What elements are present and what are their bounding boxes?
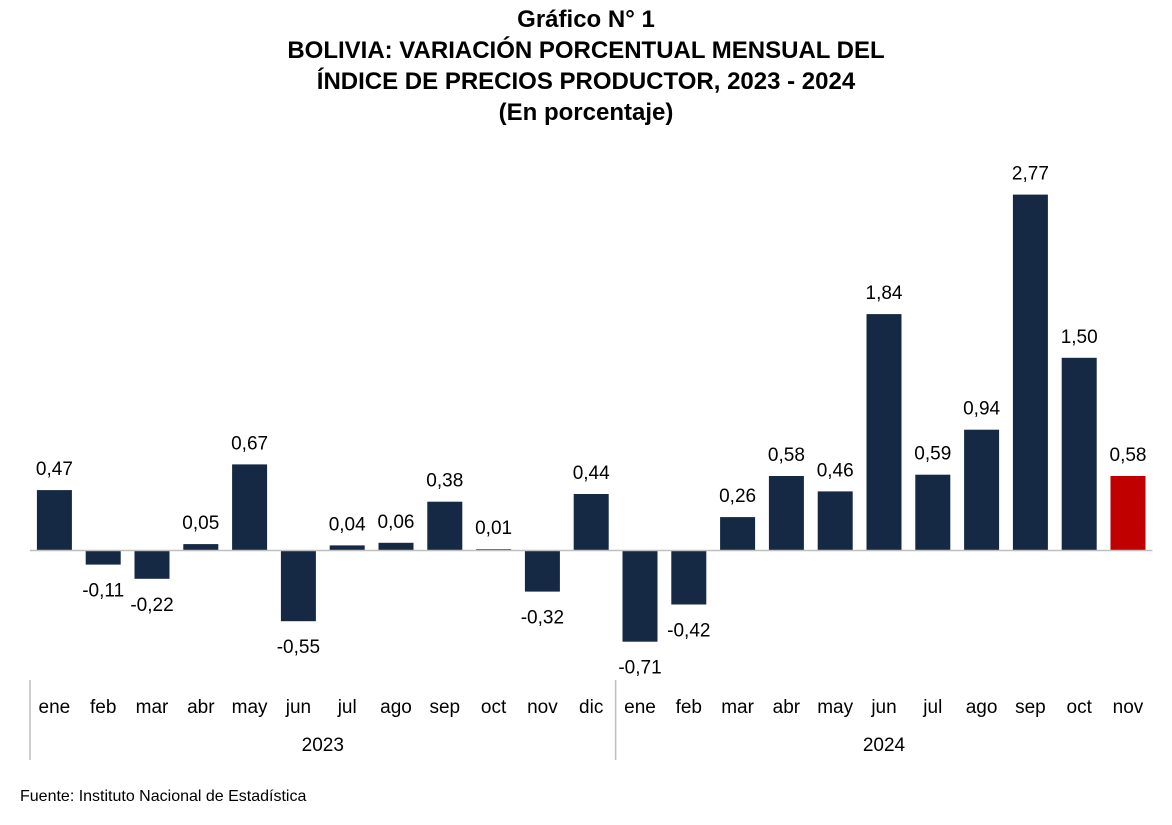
data-label-18: 1,84: [866, 283, 903, 304]
bar-9: [427, 501, 463, 551]
chart-number: Gráfico N° 1: [517, 6, 655, 33]
bar-19: [915, 474, 951, 551]
category-label-15: mar: [721, 697, 754, 718]
bar-15: [720, 517, 756, 551]
category-label-21: sep: [1015, 697, 1046, 718]
bar-13: [622, 550, 658, 642]
category-label-11: nov: [527, 697, 558, 718]
data-label-6: -0,55: [277, 637, 320, 658]
data-label-12: 0,44: [573, 463, 610, 484]
bar-6: [280, 550, 316, 622]
chart-title-line-2: ÍNDICE DE PRECIOS PRODUCTOR, 2023 - 2024: [316, 68, 856, 95]
category-label-9: sep: [429, 697, 460, 718]
year-label-2023: 2023: [302, 735, 344, 756]
data-label-8: 0,06: [378, 512, 415, 533]
bar-17: [817, 491, 853, 551]
category-label-2: feb: [90, 697, 116, 718]
category-label-13: ene: [624, 697, 656, 718]
category-label-14: feb: [676, 697, 702, 718]
bar-20: [964, 429, 1000, 551]
data-label-17: 0,46: [817, 460, 854, 481]
data-label-16: 0,58: [768, 445, 805, 466]
data-label-7: 0,04: [329, 514, 366, 535]
category-label-20: ago: [966, 697, 998, 718]
category-label-17: may: [817, 697, 853, 718]
chart-subtitle: (En porcentaje): [498, 99, 674, 126]
bar-1: [36, 490, 72, 551]
category-label-8: ago: [380, 697, 412, 718]
category-label-16: abr: [773, 697, 801, 718]
bar-12: [573, 494, 609, 551]
category-label-19: jul: [922, 697, 942, 718]
bar-8: [378, 542, 414, 551]
data-label-21: 2,77: [1012, 164, 1049, 185]
bar-23: [1110, 476, 1146, 551]
category-label-6: jun: [285, 697, 311, 718]
data-label-20: 0,94: [963, 399, 1000, 420]
source-note: Fuente: Instituto Nacional de Estadístic…: [20, 788, 307, 805]
bar-18: [866, 314, 902, 551]
data-label-15: 0,26: [719, 486, 756, 507]
category-label-23: nov: [1113, 697, 1144, 718]
bar-22: [1061, 357, 1097, 551]
chart-title-line-1: BOLIVIA: VARIACIÓN PORCENTUAL MENSUAL DE…: [287, 37, 885, 64]
category-label-18: jun: [870, 697, 896, 718]
category-label-7: jul: [337, 697, 357, 718]
category-label-22: oct: [1067, 697, 1093, 718]
data-label-10: 0,01: [475, 518, 512, 539]
category-label-4: abr: [187, 697, 215, 718]
category-label-5: may: [232, 697, 268, 718]
category-label-12: dic: [579, 697, 603, 718]
category-label-10: oct: [481, 697, 507, 718]
bar-5: [232, 464, 268, 551]
data-label-19: 0,59: [914, 444, 951, 465]
data-label-2: -0,11: [82, 581, 124, 602]
bar-11: [524, 550, 560, 592]
data-label-9: 0,38: [426, 471, 463, 492]
data-label-23: 0,58: [1110, 445, 1147, 466]
chart-header: Gráfico N° 1 BOLIVIA: VARIACIÓN PORCENTU…: [0, 4, 1172, 128]
bar-21: [1012, 194, 1048, 551]
bar-16: [768, 476, 804, 551]
bar-3: [134, 550, 170, 579]
data-label-14: -0,42: [667, 621, 710, 642]
year-label-2024: 2024: [863, 735, 906, 756]
data-label-3: -0,22: [130, 595, 173, 616]
bar-14: [671, 550, 707, 605]
category-label-1: ene: [39, 697, 71, 718]
data-label-4: 0,05: [182, 513, 219, 534]
data-label-22: 1,50: [1061, 327, 1098, 348]
data-label-11: -0,32: [521, 608, 564, 629]
bar-7: [329, 545, 365, 551]
data-label-1: 0,47: [36, 459, 73, 480]
bar-2: [85, 550, 121, 565]
bar-4: [183, 544, 219, 551]
data-label-13: -0,71: [618, 658, 661, 679]
category-label-3: mar: [136, 697, 169, 718]
data-label-5: 0,67: [231, 433, 268, 454]
